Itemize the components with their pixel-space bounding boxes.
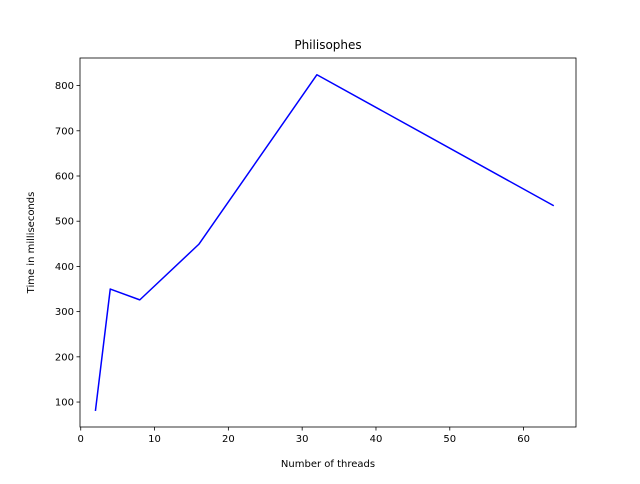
y-tick-label: 300 (55, 307, 74, 318)
x-tick-label: 60 (517, 434, 530, 445)
y-tick-label: 200 (55, 352, 74, 363)
y-tick-label: 800 (55, 81, 74, 92)
x-tick-label: 50 (443, 434, 456, 445)
y-tick-label: 100 (55, 398, 74, 409)
y-axis-label: Time in milliseconds (26, 192, 37, 295)
y-tick-label: 400 (55, 262, 74, 273)
x-tick-label: 0 (78, 434, 84, 445)
x-tick-label: 10 (148, 434, 161, 445)
x-tick-label: 20 (222, 434, 235, 445)
y-tick-label: 500 (55, 217, 74, 228)
x-axis-label: Number of threads (281, 459, 375, 470)
x-tick-label: 30 (296, 434, 309, 445)
chart-title: Philisophes (294, 38, 361, 52)
plot-area (80, 58, 576, 427)
y-tick-label: 600 (55, 171, 74, 182)
y-tick-label: 700 (55, 126, 74, 137)
x-tick-label: 40 (370, 434, 383, 445)
